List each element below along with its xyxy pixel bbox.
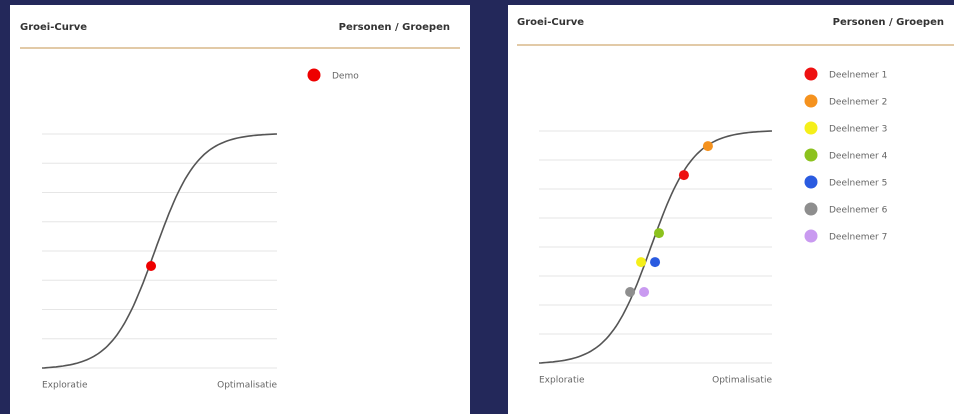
legend-label: Deelnemer 7 (829, 233, 887, 243)
legend-dot (307, 68, 321, 82)
panel-title: Groei-Curve (20, 22, 87, 33)
panel-title: Groei-Curve (517, 17, 584, 28)
data-point (146, 260, 157, 271)
legend-label: Deelnemer 1 (829, 71, 887, 81)
panel (10, 5, 470, 414)
data-point (650, 257, 661, 268)
x-label: Optimalisatie (712, 376, 772, 386)
legend-label: Deelnemer 5 (829, 179, 887, 189)
legend-label: Deelnemer 3 (829, 125, 887, 135)
legend-label: Deelnemer 6 (829, 206, 888, 216)
legend-dot (804, 202, 818, 216)
legend-label: Demo (332, 72, 359, 82)
data-point (639, 287, 650, 298)
legend-dot (804, 229, 818, 243)
legend-dot (804, 121, 818, 135)
panel (508, 5, 954, 414)
x-label: Exploratie (539, 376, 585, 386)
legend-dot (804, 148, 818, 162)
data-point (702, 141, 713, 152)
data-point (678, 170, 689, 181)
legend-label: Deelnemer 4 (829, 152, 888, 162)
legend-dot (804, 67, 818, 81)
data-point (625, 287, 636, 298)
x-label: Exploratie (42, 381, 88, 391)
x-label: Optimalisatie (217, 381, 277, 391)
growth-curve (41, 133, 278, 369)
legend-title: Personen / Groepen (833, 17, 944, 28)
legend-title: Personen / Groepen (339, 22, 450, 33)
legend-dot (804, 175, 818, 189)
legend-dot (804, 94, 818, 108)
data-point (636, 257, 647, 268)
data-point (653, 228, 664, 239)
legend-label: Deelnemer 2 (829, 98, 887, 108)
